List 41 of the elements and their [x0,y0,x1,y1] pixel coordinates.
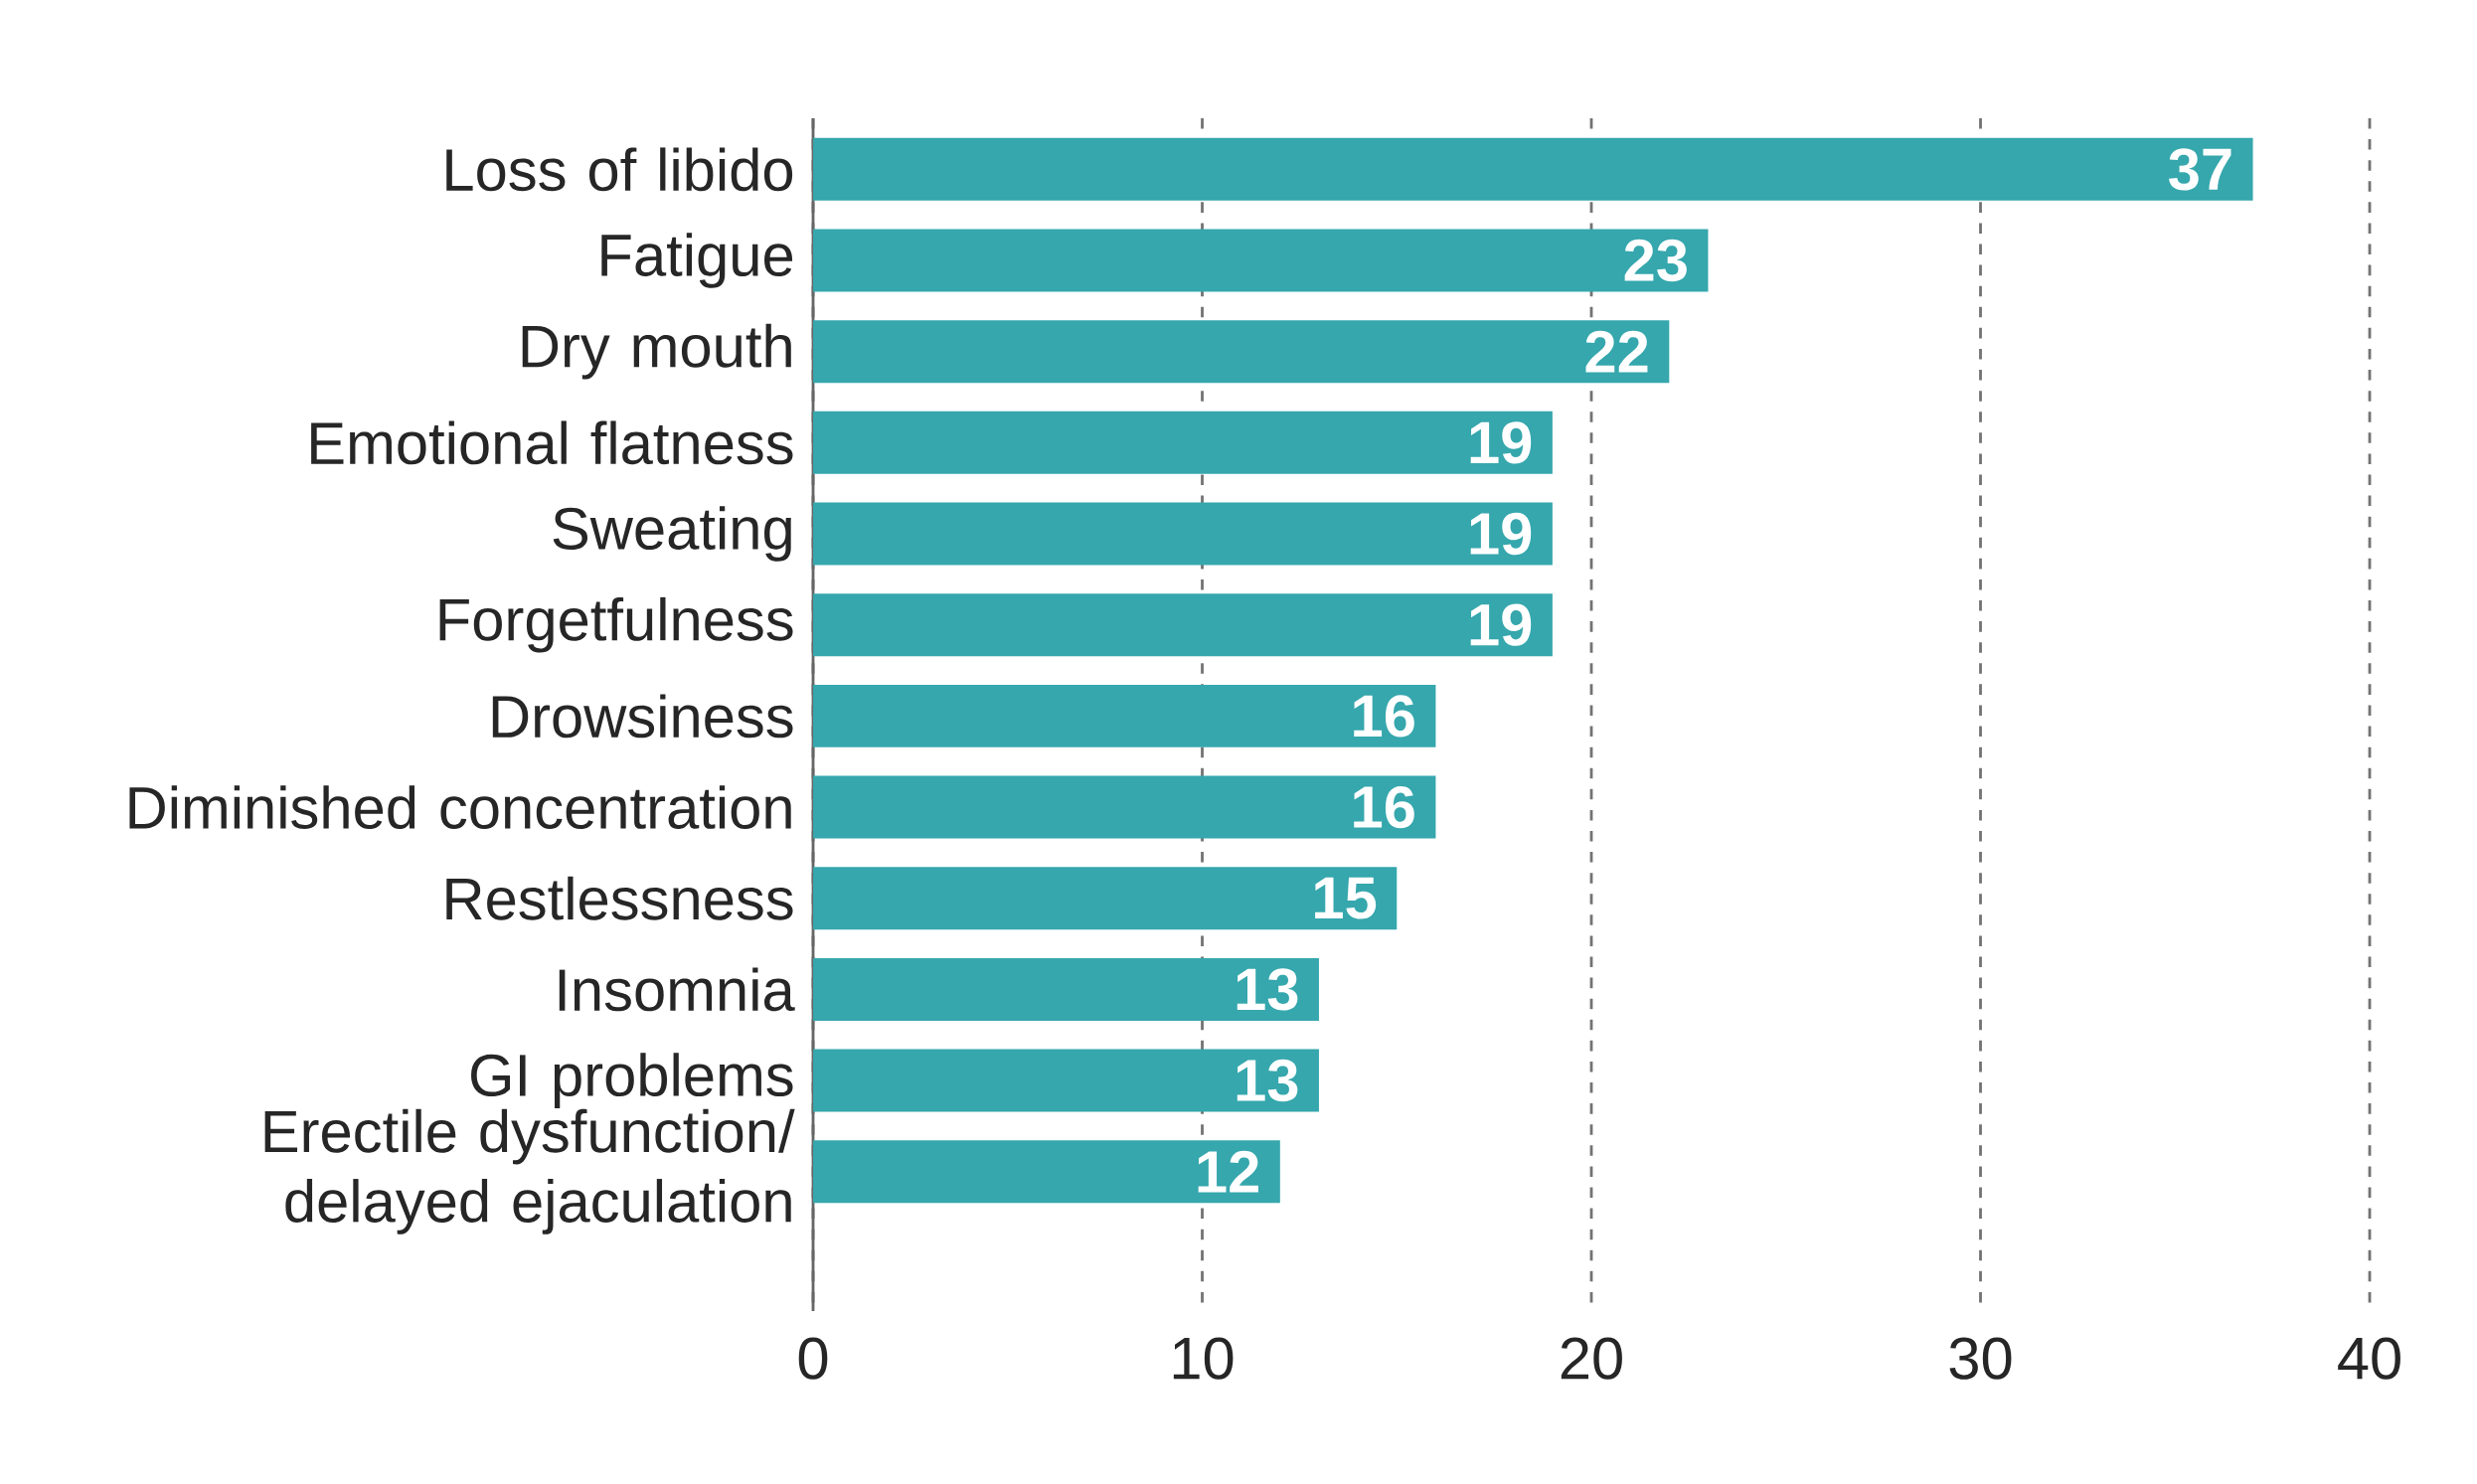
x-tick-label: 10 [1173,1337,1234,1380]
x-tick-label: 40 [2338,1337,2400,1380]
y-tick-label: Emotional flatness [311,420,793,465]
bar [813,775,1436,839]
y-tick-label: GI problems [471,1053,793,1108]
y-tick-label: Insomnia [559,967,795,1012]
bar [813,1140,1280,1204]
bar [813,320,1670,384]
bar [813,867,1398,930]
x-tick-label: 20 [1561,1337,1622,1380]
bar [813,593,1553,657]
bar [813,411,1553,474]
y-tick-label: Restlessness [446,876,793,920]
data-label: 19 [1470,603,1532,646]
bar [813,137,2253,201]
data-label: 15 [1315,877,1377,919]
bar [813,502,1553,566]
y-tick-label: Loss of libido [446,147,793,192]
x-tick-label: 0 [798,1337,828,1380]
data-label: 23 [1624,239,1687,282]
data-label: 16 [1354,695,1414,738]
data-label: 19 [1470,512,1532,556]
data-label: 13 [1237,968,1298,1011]
bar [813,229,1709,292]
data-label: 37 [2169,148,2231,191]
x-tick-label: 30 [1949,1337,2012,1380]
data-label: 16 [1354,785,1414,829]
y-tick-label: Forgetfulness [439,596,793,653]
y-tick-label: Erectile dysfunction/ delayed ejaculation [264,1108,795,1235]
bar [813,1049,1319,1112]
data-label: 12 [1198,1150,1258,1193]
y-tick-label: Sweating [553,506,791,562]
data-label: 22 [1585,330,1648,373]
bar [813,684,1436,747]
y-tick-label: Drowsiness [492,694,793,739]
y-tick-label: Fatigue [601,233,793,288]
data-label: 19 [1470,421,1532,464]
y-tick-label: Diminished concentration [129,785,791,830]
data-label: 13 [1237,1059,1298,1102]
bar [813,957,1319,1021]
y-tick-label: Dry mouth [522,323,791,380]
